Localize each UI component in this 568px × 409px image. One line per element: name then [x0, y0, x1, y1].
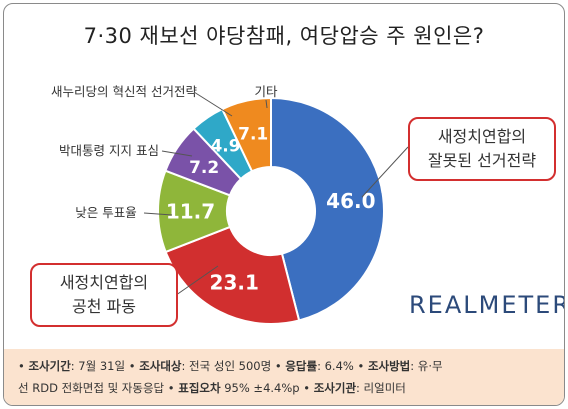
leader-president-support: [161, 150, 193, 157]
category-label-saenuri-innovation: 새누리당의 혁신적 선거전략: [51, 84, 197, 99]
method-value-2: 선 RDD 전화면접 및 자동응답: [18, 381, 165, 395]
category-label-president-support: 박대통령 지지 표심: [59, 143, 159, 158]
bullet: •: [303, 381, 311, 395]
bullet: •: [357, 359, 365, 373]
value-label-president-support: 7.2: [189, 158, 219, 178]
donut-chart: 46.0 23.1 11.7 7.24.97.1 새누리당의 혁신적 선거전략 기타박대…: [51, 84, 409, 325]
period-value: : 7월 31일: [70, 359, 126, 373]
bullet: •: [18, 359, 25, 373]
callout-nomination-turmoil: 새정치연합의 공천 파동: [30, 263, 178, 327]
value-label-low-turnout: 11.7: [166, 199, 215, 223]
callout-right-line2: 잘못된 선거전략: [427, 151, 537, 170]
survey-info-footer: • 조사기간: 7월 31일 • 조사대상: 전국 성인 500명 • 응답률:…: [4, 349, 564, 405]
footer-line-2: 선 RDD 전화면접 및 자동응답 • 표집오차 95% ±4.4%p • 조사…: [18, 380, 406, 396]
bullet: •: [167, 381, 175, 395]
leader-saenuri-innovation: [193, 91, 233, 117]
error-label: 표집오차: [178, 381, 221, 395]
response-value: : 6.4%: [317, 359, 354, 373]
value-label-saenuri-innovation: 4.9: [210, 137, 240, 157]
method-label: 조사방법: [367, 359, 411, 373]
org-value: : 리얼미터: [356, 381, 406, 395]
category-label-other: 기타: [254, 84, 278, 99]
bullet: •: [128, 359, 136, 373]
category-label-low-turnout: 낮은 투표율: [75, 205, 136, 220]
slice-other: [220, 96, 272, 173]
callout-wrong-strategy: 새정치연합의 잘못된 선거전략: [408, 117, 556, 181]
period-label: 조사기간: [28, 359, 71, 373]
bullet: •: [274, 359, 282, 373]
callout-right-leader: [361, 146, 409, 198]
chart-title: 7·30 재보선 야당참패, 여당압승 주 원인은?: [83, 24, 485, 48]
value-label-other: 7.1: [238, 124, 268, 144]
target-label: 조사대상: [139, 359, 182, 373]
method-value-1: : 유·무: [410, 359, 443, 373]
leader-low-turnout: [143, 212, 173, 216]
org-label: 조사기관: [313, 381, 357, 395]
value-label-nomination-turmoil: 23.1: [210, 271, 259, 295]
brand-logo: REALMETER: [409, 291, 565, 319]
target-value: : 전국 성인 500명: [181, 359, 272, 373]
leader-other: [265, 99, 268, 109]
footer-line-1: • 조사기간: 7월 31일 • 조사대상: 전국 성인 500명 • 응답률:…: [18, 358, 443, 374]
callout-left-line1: 새정치연합의: [59, 273, 149, 292]
callout-right-line1: 새정치연합의: [437, 127, 527, 146]
slice-wrong-strategy: [270, 96, 385, 322]
callout-left-line2: 공천 파동: [72, 297, 136, 316]
error-value: 95% ±4.4%p: [220, 381, 300, 395]
chart-card: 7·30 재보선 야당참패, 여당압승 주 원인은? 46.0 23.1 11.7 7…: [3, 3, 565, 406]
response-label: 응답률: [285, 359, 318, 373]
value-label-wrong-strategy: 46.0: [326, 189, 375, 213]
